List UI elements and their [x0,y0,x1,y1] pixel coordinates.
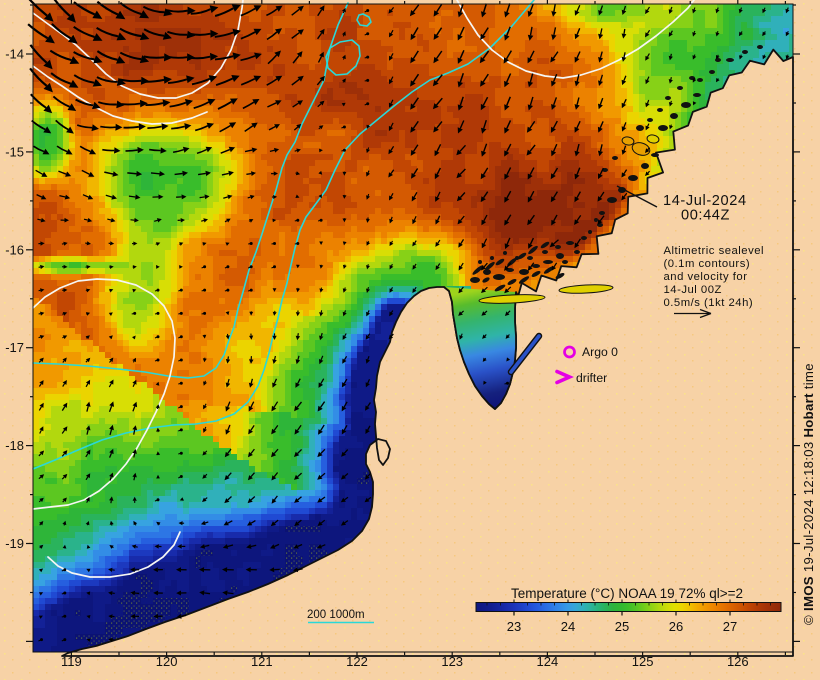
svg-text:122: 122 [346,654,368,669]
svg-text:Temperature (°C) NOAA 19 72% q: Temperature (°C) NOAA 19 72% ql>=2 [511,586,743,601]
svg-text:© IMOS 19-Jul-2024 12:18:03 Ho: © IMOS 19-Jul-2024 12:18:03 Hobart time [801,363,816,625]
svg-text:200 1000m: 200 1000m [307,609,365,621]
svg-text:14-Jul-2024: 14-Jul-2024 [663,193,747,209]
svg-text:-15: -15 [5,144,24,159]
svg-text:119: 119 [61,654,82,669]
svg-text:23: 23 [507,619,521,634]
svg-text:120: 120 [156,654,178,669]
svg-text:14-Jul 00Z: 14-Jul 00Z [664,284,722,296]
svg-text:-18: -18 [5,438,24,453]
svg-text:124: 124 [537,654,559,669]
svg-text:(0.1m contours): (0.1m contours) [664,258,751,270]
svg-text:123: 123 [441,654,463,669]
svg-text:Altimetric sealevel: Altimetric sealevel [664,245,765,257]
svg-text:-19: -19 [5,536,24,551]
svg-text:drifter: drifter [576,371,607,385]
svg-text:-16: -16 [5,242,24,257]
svg-text:125: 125 [632,654,654,669]
svg-text:121: 121 [251,654,273,669]
svg-text:00:44Z: 00:44Z [681,208,730,224]
svg-text:24: 24 [561,619,575,634]
svg-text:-14: -14 [5,47,24,62]
svg-text:27: 27 [723,619,737,634]
svg-text:and velocity for: and velocity for [664,271,748,283]
svg-text:26: 26 [669,619,683,634]
svg-text:126: 126 [727,654,749,669]
svg-text:25: 25 [615,619,629,634]
svg-text:-17: -17 [5,340,24,355]
svg-text:Argo 0: Argo 0 [582,345,618,359]
svg-text:0.5m/s (1kt 24h): 0.5m/s (1kt 24h) [664,297,754,309]
